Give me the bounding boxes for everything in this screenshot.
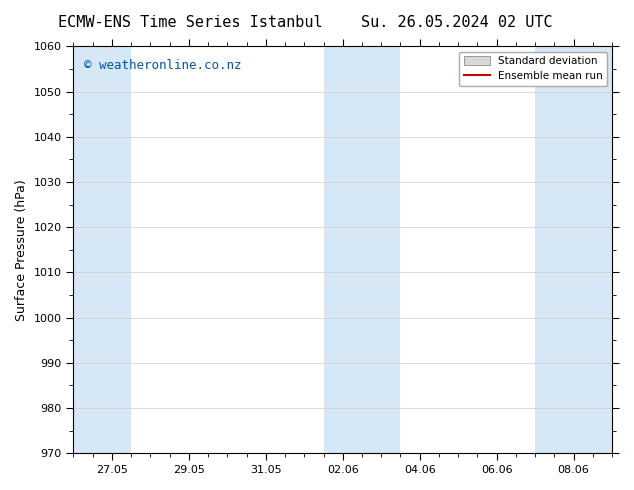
Legend: Standard deviation, Ensemble mean run: Standard deviation, Ensemble mean run (460, 51, 607, 86)
Text: © weatheronline.co.nz: © weatheronline.co.nz (84, 59, 242, 72)
Bar (74, 47, 131, 453)
Text: ECMW-ENS Time Series Istanbul: ECMW-ENS Time Series Istanbul (58, 15, 323, 30)
Text: Su. 26.05.2024 02 UTC: Su. 26.05.2024 02 UTC (361, 15, 552, 30)
Bar (535, 47, 612, 453)
Y-axis label: Surface Pressure (hPa): Surface Pressure (hPa) (15, 179, 28, 320)
Bar (323, 47, 401, 453)
